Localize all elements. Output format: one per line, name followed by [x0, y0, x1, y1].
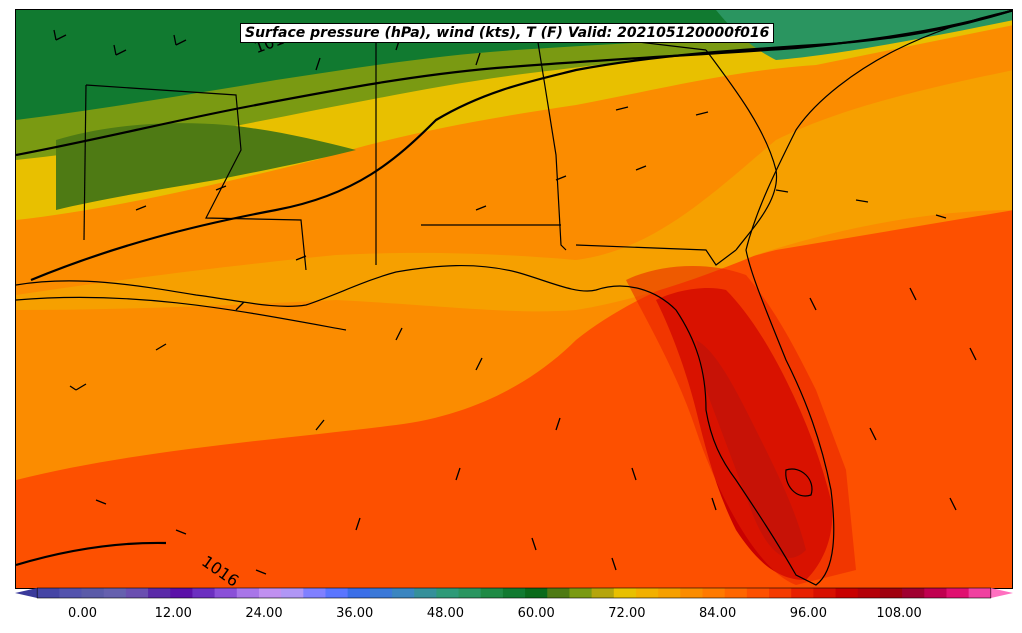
colorbar-swatch — [170, 588, 193, 598]
colorbar-swatch — [591, 588, 615, 598]
colorbar-swatch — [924, 588, 947, 598]
colorbar-swatch — [414, 588, 437, 598]
colorbar-swatch — [347, 588, 371, 598]
colorbar-swatch — [835, 588, 859, 598]
colorbar-swatch — [769, 588, 792, 598]
colorbar-tick-label: 108.00 — [876, 606, 922, 621]
land-orange-band — [16, 70, 1012, 312]
colorbar-swatch — [15, 588, 38, 598]
coastline — [16, 10, 1012, 586]
colorbar-swatch — [37, 588, 60, 598]
colorbar-swatch — [813, 588, 837, 598]
colorbar-swatch — [791, 588, 814, 598]
colorbar-swatch — [192, 588, 216, 598]
colorbar-swatch — [879, 588, 903, 598]
map-frame: 1016 101 Surface pressure (hPa), wind (k… — [15, 9, 1013, 589]
colorbar-swatch — [525, 588, 548, 598]
colorbar-tick-label: 96.00 — [789, 606, 827, 621]
colorbar-swatch — [547, 588, 570, 598]
florida-warm-halo — [626, 265, 856, 585]
colorbar-swatch — [635, 588, 659, 598]
colorbar-tick-label: 72.00 — [608, 606, 646, 621]
colorbar-tick-label: 60.00 — [517, 606, 555, 621]
colorbar-swatch — [569, 588, 593, 598]
colorbar-swatch — [103, 588, 127, 598]
colorbar-swatch — [392, 588, 415, 598]
map-title: Surface pressure (hPa), wind (kts), T (F… — [240, 23, 775, 43]
colorbar-swatch — [480, 588, 504, 598]
colorbar-swatch — [214, 588, 238, 598]
colorbar-swatch — [148, 588, 171, 598]
colorbar-swatch — [746, 588, 770, 598]
olive-pocket — [56, 123, 356, 210]
colorbar-outline — [36, 587, 992, 599]
state-borders — [83, 29, 778, 271]
isobar-1016-south — [16, 541, 167, 567]
colorbar-tick-label: 48.00 — [426, 606, 465, 621]
colorbar-swatch — [236, 588, 260, 598]
colorbar-swatch — [281, 588, 304, 598]
colorbar-swatch — [303, 588, 326, 598]
colorbar-tick-label: 84.00 — [699, 606, 737, 621]
temperature-map: 1016 101 — [16, 10, 1012, 588]
colorbar-swatch — [502, 588, 526, 598]
colorbar-swatch — [125, 588, 149, 598]
colorbar — [15, 587, 1013, 599]
colorbar-swatch — [857, 588, 881, 598]
colorbar-swatch — [258, 588, 282, 598]
wind-barbs — [53, 29, 977, 575]
colorbar-swatch — [990, 588, 1013, 598]
colorbar-swatch — [724, 588, 748, 598]
colorbar-swatch — [902, 588, 925, 598]
colorbar-swatch — [658, 588, 681, 598]
colorbar-swatch — [369, 588, 393, 598]
isobars — [16, 10, 1012, 567]
colorbar-tick-label: 12.00 — [154, 606, 192, 621]
colorbar-tick-label: 24.00 — [245, 606, 283, 621]
colorbar-swatch — [680, 588, 704, 598]
colorbar-swatch — [81, 588, 105, 598]
colorbar-swatch — [458, 588, 482, 598]
colorbar-swatch — [325, 588, 349, 598]
colorbar-swatch — [613, 588, 637, 598]
colorbar-swatch — [59, 588, 83, 598]
colorbar-swatch — [702, 588, 726, 598]
colorbar-swatch — [968, 588, 992, 598]
colorbar-swatch — [946, 588, 970, 598]
colorbar-tick-label: 36.00 — [336, 606, 374, 621]
colorbar-swatch — [436, 588, 460, 598]
colorbar-tick-label: 0.00 — [68, 606, 98, 621]
isobar-1012 — [30, 10, 1012, 282]
